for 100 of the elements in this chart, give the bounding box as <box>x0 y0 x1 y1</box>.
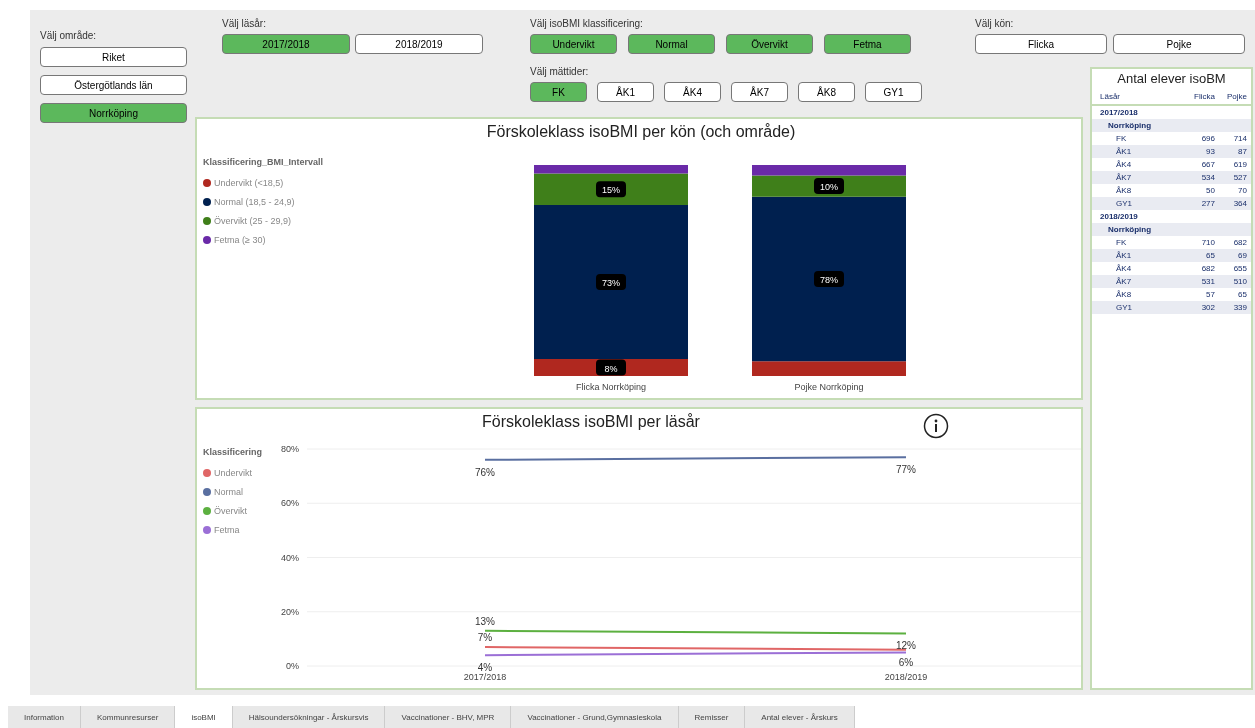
text: Pojke <box>1226 92 1247 101</box>
category-label: 2017/2018 <box>1100 108 1139 117</box>
category-label: ÅK4 <box>1115 264 1133 273</box>
data-label: 619 <box>1232 160 1247 169</box>
y-tick-label: 80% <box>280 444 299 455</box>
y-tick-label: 40% <box>280 552 299 563</box>
data-label: 710 <box>1200 238 1215 247</box>
category-label: ÅK7 <box>731 82 788 102</box>
category-label: ÅK7 <box>1115 173 1133 182</box>
legend-label: Övervikt (25 - 29,9) <box>214 215 292 226</box>
legend-label: Undervikt <box>214 467 253 478</box>
data-label: 531 <box>1200 277 1215 286</box>
data-label: 78% <box>819 274 839 285</box>
data-label: 65 <box>1237 290 1247 299</box>
data-label: 13% <box>474 615 496 627</box>
category-label: Pojke <box>1113 34 1245 54</box>
data-label: 73% <box>601 278 621 289</box>
data-label: 527 <box>1232 173 1247 182</box>
category-label: Östergötlands län <box>40 75 187 95</box>
text: Antal elever isoBM <box>1116 71 1227 86</box>
category-label: ÅK8 <box>1115 186 1133 195</box>
legend-label: Normal <box>214 486 244 497</box>
category-label: Information <box>8 706 82 728</box>
data-label: 8% <box>604 363 618 374</box>
category-label: GY1 <box>865 82 922 102</box>
category-label: FK <box>1115 238 1128 247</box>
data-label: 510 <box>1232 277 1247 286</box>
category-label: Undervikt <box>530 34 617 54</box>
data-label: 277 <box>1200 199 1215 208</box>
text: Välj kön: <box>975 18 1014 29</box>
data-label: 12% <box>895 640 917 652</box>
category-label: ÅK8 <box>798 82 855 102</box>
data-label: 339 <box>1232 303 1247 312</box>
category-label: GY1 <box>1115 199 1133 208</box>
category-label: ÅK1 <box>1115 251 1133 260</box>
y-tick-label: 20% <box>280 606 299 617</box>
data-label: 69 <box>1237 251 1247 260</box>
legend-label: Övervikt <box>214 505 248 516</box>
data-label: 534 <box>1200 173 1215 182</box>
text: Välj läsår: <box>222 18 266 29</box>
category-label: Hälsoundersökningar - Årskursvis <box>232 706 386 728</box>
bar <box>752 361 906 376</box>
text: Läsår <box>1100 92 1121 101</box>
y-tick-label: 60% <box>280 498 299 509</box>
chart-title: Förskoleklass isoBMI per läsår <box>481 413 701 431</box>
category-label: Norrköping <box>1107 121 1153 130</box>
legend-title: Klassificering_BMI_Intervall <box>203 157 324 167</box>
data-label: 682 <box>1200 264 1215 273</box>
bar <box>752 165 906 176</box>
category-label: Fetma <box>824 34 911 54</box>
data-label: 87 <box>1237 147 1247 156</box>
data-label: 302 <box>1200 303 1215 312</box>
data-label: 682 <box>1232 238 1247 247</box>
data-label: 6% <box>898 656 914 668</box>
data-label: 93 <box>1205 147 1215 156</box>
data-label: 57 <box>1205 290 1215 299</box>
category-label: FK <box>1115 134 1128 143</box>
category-label: ÅK8 <box>1115 290 1133 299</box>
y-tick-label: 0% <box>285 661 299 672</box>
legend-label: Normal (18,5 - 24,9) <box>214 196 295 207</box>
category-label: ÅK4 <box>1115 160 1133 169</box>
category-label: ÅK7 <box>1115 277 1133 286</box>
category-label: GY1 <box>1115 303 1133 312</box>
bar <box>534 205 688 360</box>
x-tick-label: Flicka Norrköping <box>575 382 647 393</box>
category-label: Vaccinationer - Grund,Gymnasieskola <box>511 706 679 728</box>
bar <box>752 196 906 362</box>
chart-title: Förskoleklass isoBMI per kön (och område) <box>485 123 797 141</box>
category-label: ÅK1 <box>1115 147 1133 156</box>
bar <box>534 173 688 206</box>
category-label: Övervikt <box>726 34 813 54</box>
category-label: Norrköping <box>40 103 187 123</box>
text: Flicka <box>1193 92 1215 101</box>
category-label: 2018/2019 <box>1100 212 1139 221</box>
data-label: 10% <box>819 182 839 193</box>
data-label: 4% <box>477 662 493 674</box>
category-label: ÅK1 <box>597 82 654 102</box>
data-label: 714 <box>1232 134 1247 143</box>
data-label: 77% <box>895 464 917 476</box>
category-label: Riket <box>40 47 187 67</box>
category-label: isoBMI <box>175 706 233 728</box>
category-label: 2017/2018 <box>222 34 350 54</box>
category-label: ÅK4 <box>664 82 721 102</box>
category-label: Antal elever - Årskurs <box>745 706 855 728</box>
category-label: Flicka <box>975 34 1107 54</box>
category-label: Kommunresurser <box>81 706 176 728</box>
data-label: 696 <box>1200 134 1215 143</box>
x-tick-label: Pojke Norrköping <box>794 382 864 393</box>
category-label: Remisser <box>678 706 746 728</box>
text: Välj område: <box>40 30 97 41</box>
data-label: 655 <box>1232 264 1247 273</box>
legend-label: Fetma <box>214 524 240 535</box>
data-label: 65 <box>1205 251 1215 260</box>
data-label: 70 <box>1237 186 1247 195</box>
data-label: 667 <box>1200 160 1215 169</box>
category-label: 2018/2019 <box>355 34 483 54</box>
data-label: 15% <box>601 185 621 196</box>
data-label: 50 <box>1205 186 1215 195</box>
category-label: Norrköping <box>1107 225 1153 234</box>
legend-label: Fetma (≥ 30) <box>214 234 266 245</box>
